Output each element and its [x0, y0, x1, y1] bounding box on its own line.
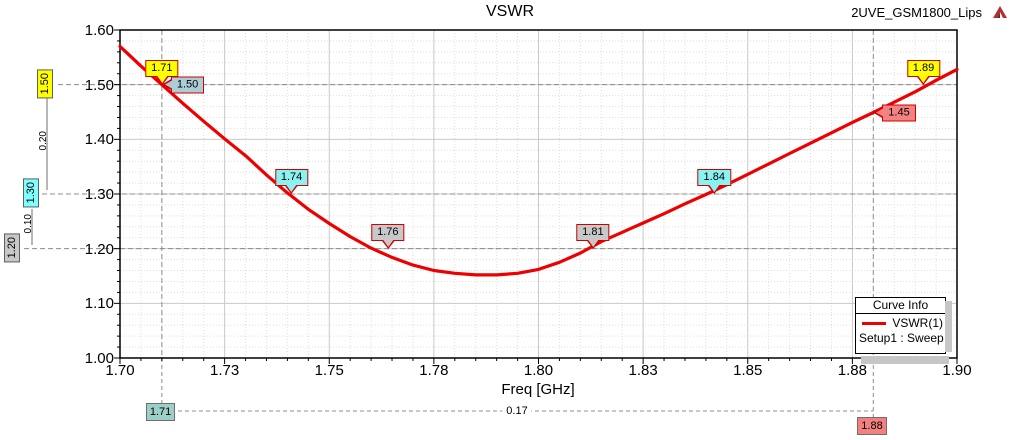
- y-axis-marker-box-1.20[interactable]: 1.20: [4, 232, 20, 263]
- vswr-curve[interactable]: [118, 44, 959, 277]
- curve-marker-flag-1.74[interactable]: 1.74: [274, 169, 309, 194]
- y-tick-label: 1.60: [84, 22, 114, 39]
- x-tick-label: 1.73: [210, 362, 240, 379]
- legend-title: Curve Info: [856, 298, 945, 314]
- x-tick-label: 1.75: [314, 362, 344, 379]
- x-tick-label: 1.85: [733, 362, 763, 379]
- y-tick-label: 1.30: [84, 186, 114, 203]
- x-tick-label: 1.80: [523, 362, 554, 379]
- legend-vertical-scrollbar[interactable]: [945, 301, 952, 352]
- x-delta-label: 0.17: [502, 405, 532, 417]
- legend-box[interactable]: Curve Info VSWR(1) Setup1 : Sweep: [855, 297, 946, 354]
- y-delta-label: 0.10: [23, 214, 34, 234]
- y-tick-label: 1.40: [84, 131, 114, 149]
- curve-marker-flag-1.89[interactable]: 1.89: [906, 59, 941, 85]
- curve-marker-flag-1.71[interactable]: 1.71: [145, 59, 179, 85]
- y-axis-marker-box-1.30[interactable]: 1.30: [23, 178, 39, 208]
- y-axis-marker-box-1.50[interactable]: 1.50: [37, 68, 53, 99]
- legend-series-swatch: [862, 321, 887, 325]
- project-name: 2UVE_GSM1800_Lips: [851, 5, 982, 20]
- y-tick-label: 1.10: [84, 295, 114, 313]
- x-tick-label: 1.83: [628, 362, 658, 379]
- ansoft-logo-icon: [993, 6, 1007, 18]
- x-tick-label: 1.90: [942, 362, 972, 379]
- curve-marker-flag-1.84[interactable]: 1.84: [697, 169, 731, 194]
- x-axis-title: Freq [GHz]: [501, 381, 575, 398]
- x-axis-marker-box-1.71[interactable]: 1.71: [145, 403, 176, 421]
- legend-horizontal-scrollbar[interactable]: [861, 356, 949, 364]
- x-tick-label: 1.70: [105, 362, 135, 379]
- curve-marker-flag-1.76[interactable]: 1.76: [371, 223, 405, 249]
- chart-title: VSWR: [486, 3, 534, 20]
- curve-marker-flag-1.81[interactable]: 1.81: [576, 223, 610, 249]
- curve-marker-flag-1.45[interactable]: 1.45: [873, 104, 916, 122]
- y-tick-label: 1.50: [84, 76, 114, 94]
- y-tick-label: 1.20: [84, 240, 114, 258]
- legend-sweep-label: Setup1 : Sweep: [859, 331, 944, 345]
- y-tick-label: 1.00: [84, 350, 114, 367]
- x-axis-marker-box-1.88[interactable]: 1.88: [857, 417, 887, 435]
- legend-series-label[interactable]: VSWR(1): [892, 316, 943, 330]
- curve-marker-flag-1.50[interactable]: 1.50: [161, 76, 205, 94]
- y-delta-label: 0.20: [38, 131, 49, 151]
- x-tick-label: 1.78: [419, 362, 449, 379]
- x-tick-label: 1.88: [837, 362, 867, 379]
